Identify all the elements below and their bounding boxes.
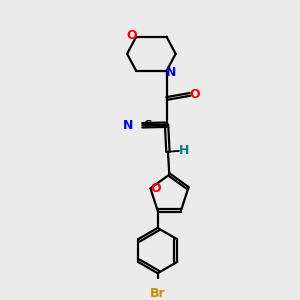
Text: O: O bbox=[151, 182, 161, 195]
Text: N: N bbox=[123, 119, 134, 132]
Text: Br: Br bbox=[150, 286, 165, 300]
Text: O: O bbox=[126, 29, 136, 42]
Text: O: O bbox=[190, 88, 200, 101]
Text: C: C bbox=[143, 120, 151, 130]
Text: N: N bbox=[166, 66, 177, 79]
Text: H: H bbox=[179, 144, 190, 157]
